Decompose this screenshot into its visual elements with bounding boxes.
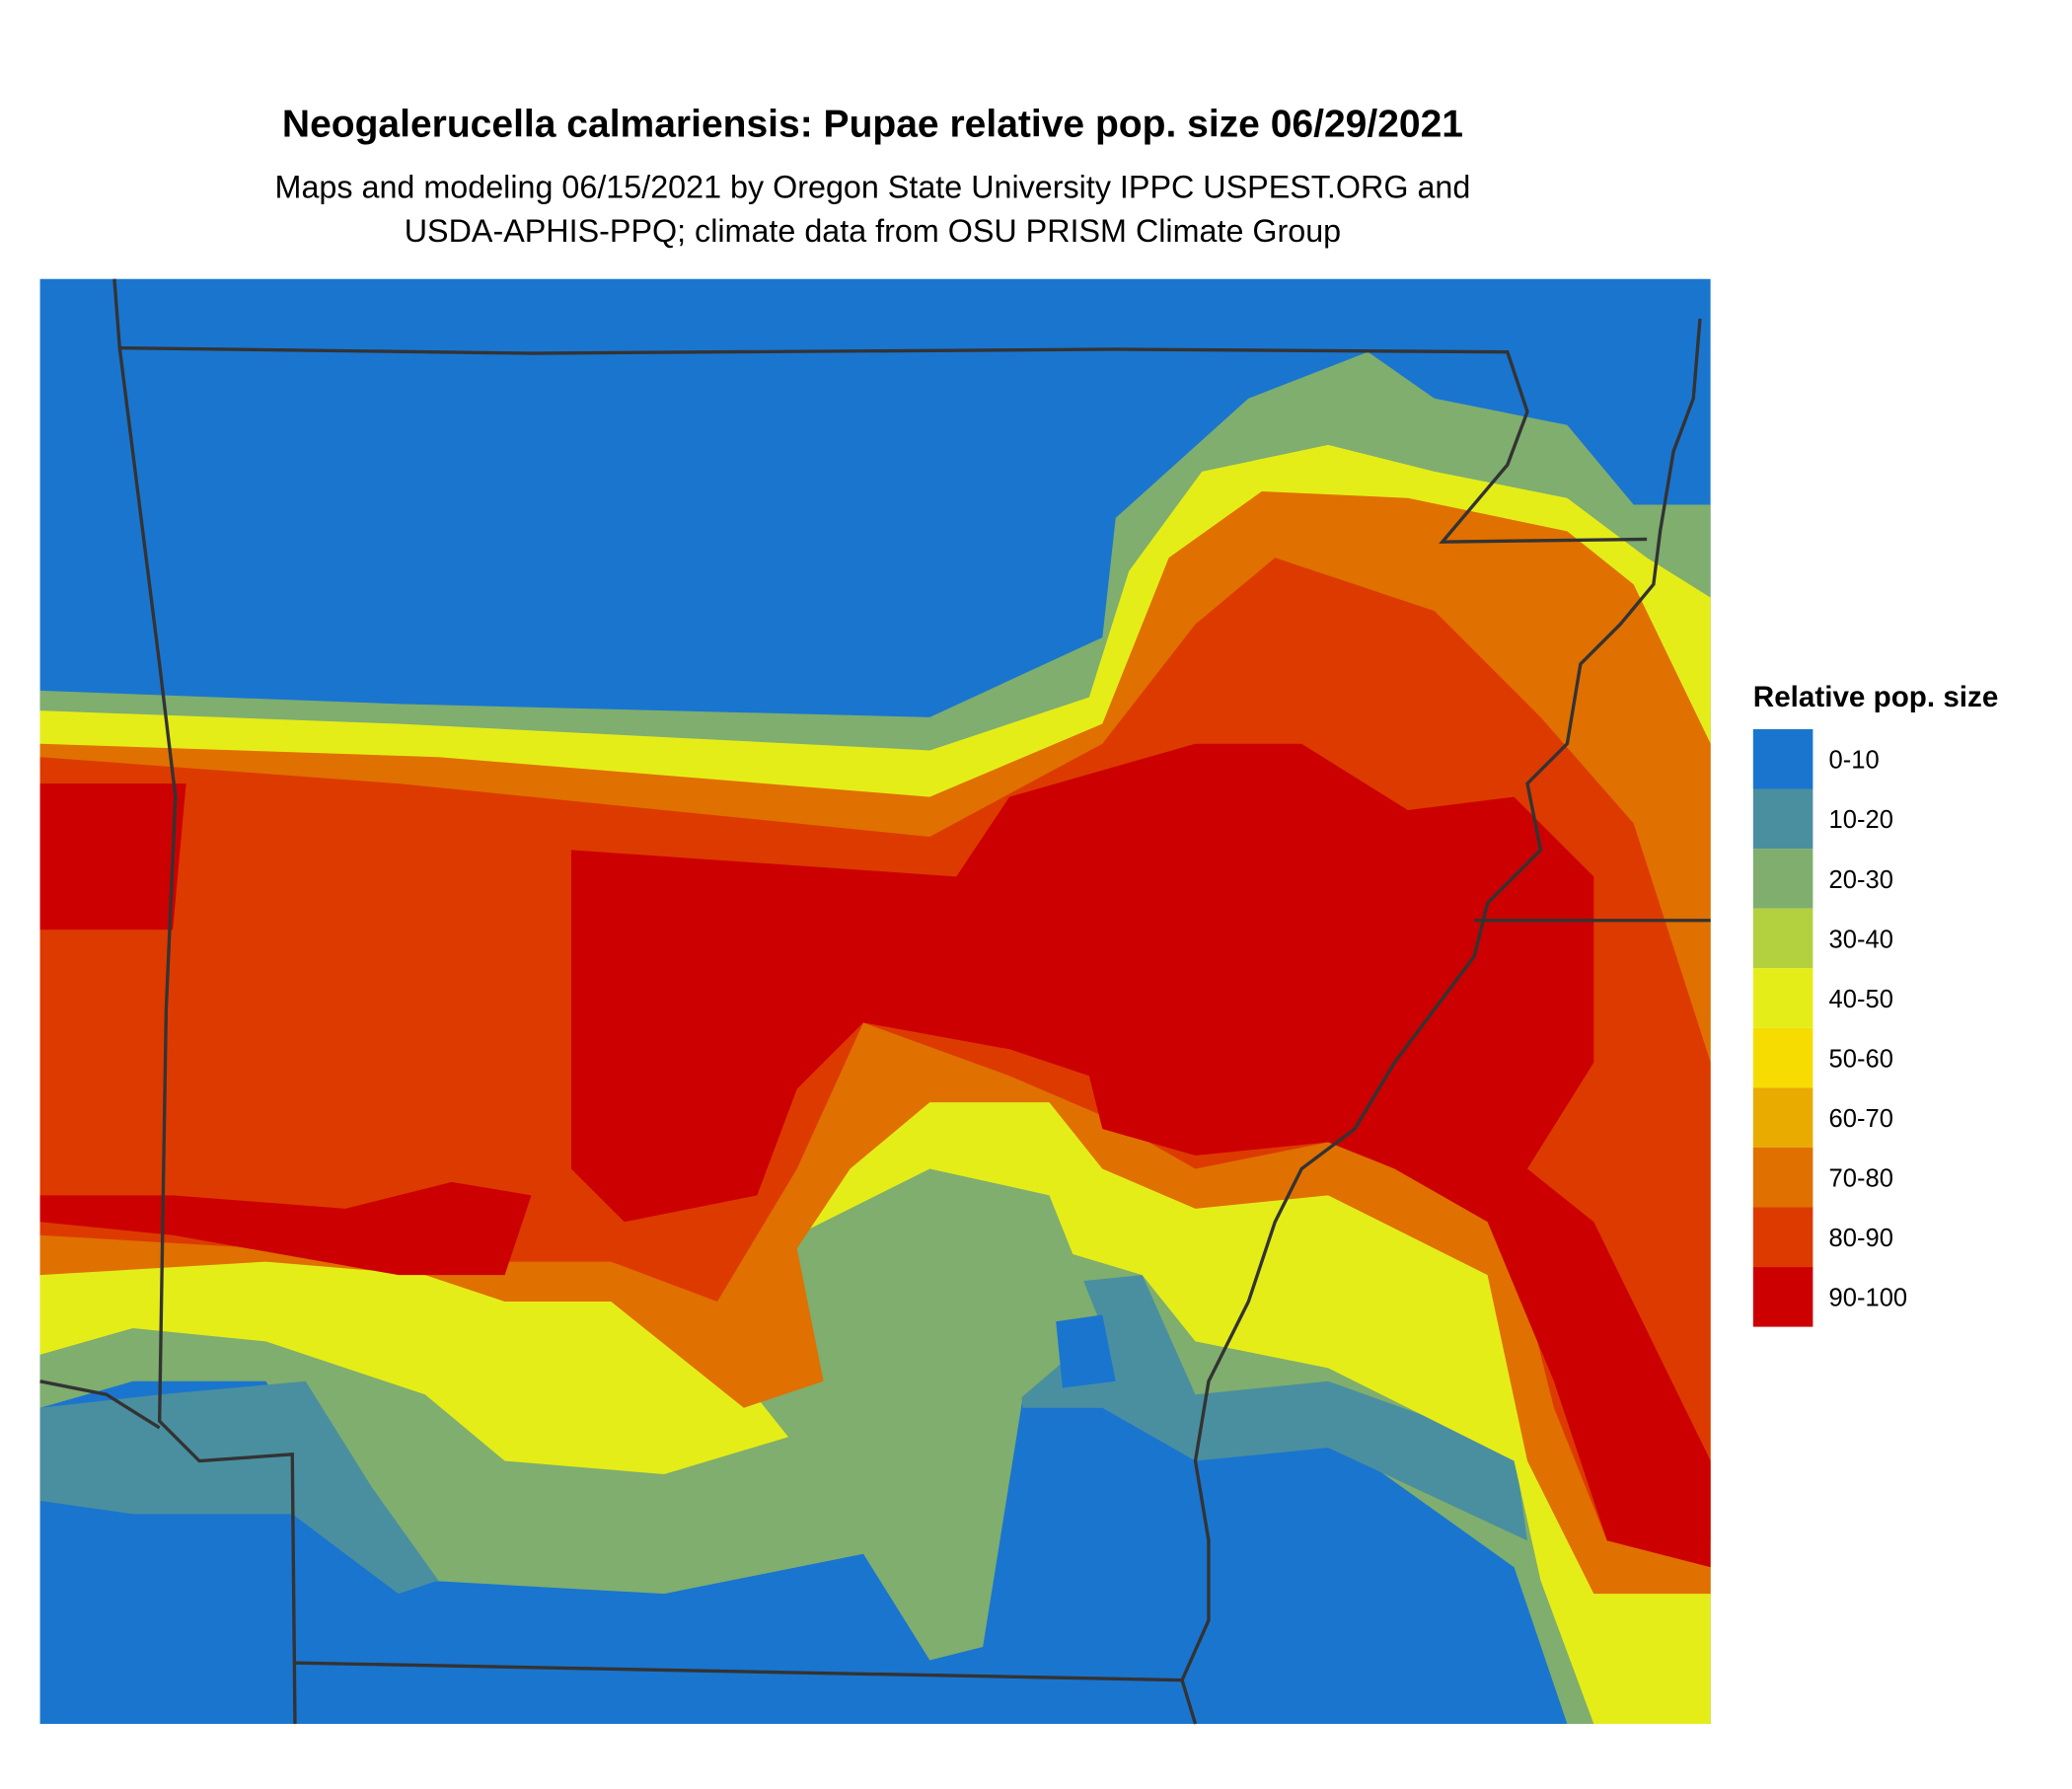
subtitle: Maps and modeling 06/15/2021 by Oregon S…	[275, 170, 1471, 205]
legend-label: 90-100	[1829, 1285, 1908, 1312]
legend-swatch	[1752, 788, 1813, 850]
legend-label: 80-90	[1829, 1225, 1893, 1252]
legend-swatch	[1752, 1027, 1813, 1088]
legend-label: 60-70	[1829, 1105, 1893, 1133]
legend: Relative pop. size 0-10 10-20 20-30 30-40 40…	[1752, 681, 1998, 1327]
map	[39, 278, 1711, 1725]
region	[39, 783, 186, 931]
region	[1056, 1314, 1116, 1388]
legend-label: 0-10	[1829, 747, 1880, 775]
boundaries	[39, 278, 1711, 1725]
legend-title: Relative pop. size	[1753, 681, 1998, 713]
legend-swatch	[1752, 1087, 1813, 1148]
legend-label: 50-60	[1829, 1045, 1893, 1073]
legend-swatch	[1752, 849, 1813, 909]
title: Neogalerucella calmariensis: Pupae relat…	[282, 104, 1463, 146]
legend-label: 70-80	[1829, 1165, 1893, 1193]
legend-swatch	[1752, 1267, 1813, 1327]
legend-swatch	[1752, 1207, 1813, 1268]
region	[1009, 1275, 1528, 1541]
region	[570, 743, 1711, 1568]
subtitle: USDA-APHIS-PPQ; climate data from OSU PR…	[405, 213, 1341, 249]
legend-swatch	[1752, 908, 1813, 969]
legend-swatch	[1752, 728, 1813, 789]
legend-label: 40-50	[1829, 986, 1893, 1013]
legend-swatch	[1752, 968, 1813, 1028]
legend-label: 10-20	[1829, 806, 1893, 834]
legend-swatch	[1752, 1147, 1813, 1208]
legend-label: 20-30	[1829, 866, 1893, 894]
region	[743, 1168, 1103, 1461]
legend-label: 30-40	[1829, 926, 1893, 953]
